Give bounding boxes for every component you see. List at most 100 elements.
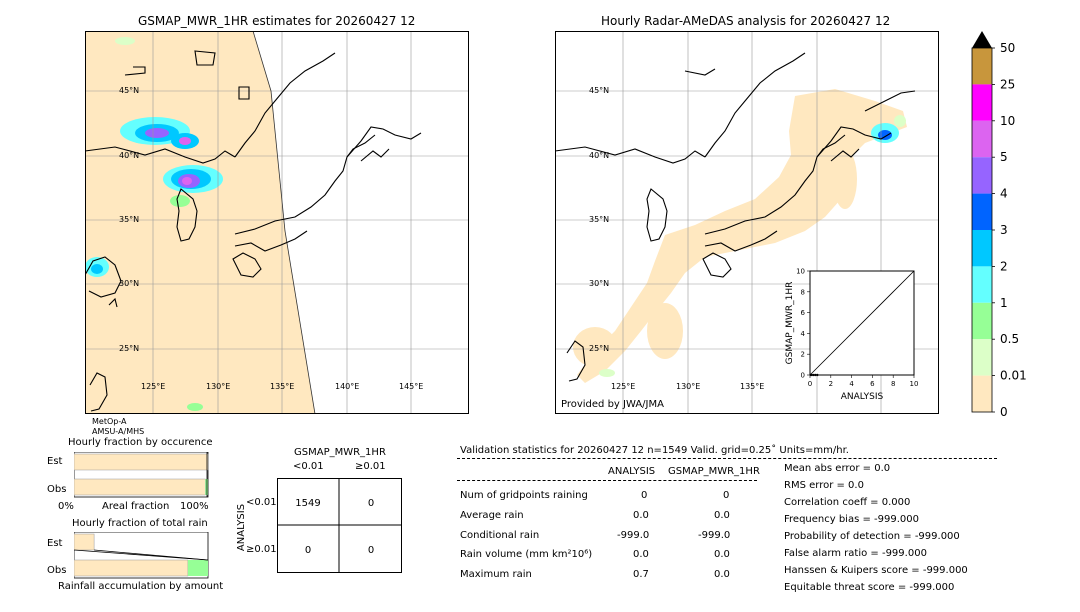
sensor-line-2: AMSU-A/MHS (92, 427, 145, 436)
scatter-ylabel: GSMAP_MWR_1HR (785, 282, 795, 365)
right-lon-130: 130°E (676, 382, 700, 391)
colorbar-box-9 (972, 375, 992, 412)
scatter-ticks: 00 2 2 4 4 6 6 8 8 10 10 (796, 268, 918, 389)
colorbar-label-0: 50 (1000, 41, 1015, 55)
colorbar-label-1: 25 (1000, 77, 1015, 91)
score-2: Correlation coeff = 0.000 (784, 497, 911, 508)
colorbar-label-6: 2 (1000, 259, 1008, 273)
colorbar-label-8: 0.5 (1000, 332, 1019, 346)
stat-row-b-2: -999.0 (698, 530, 731, 541)
colorbar-box-1 (972, 84, 992, 121)
scatter-xlabel: ANALYSIS (841, 392, 884, 402)
scatter-ytick-label-5: 10 (796, 268, 805, 276)
right-map-lon-labels: 125°E 130°E 135°E (611, 382, 764, 391)
right-map-title: Hourly Radar-AMeDAS analysis for 2026042… (601, 14, 891, 28)
rain-chart (74, 532, 209, 579)
scatter-xtick-label-0: 0 (808, 380, 812, 388)
right-lat-25: 25°N (589, 344, 609, 353)
colorbar-box-0 (972, 48, 992, 85)
colorbar-label-4: 4 (1000, 187, 1008, 201)
score-1: RMS error = 0.0 (784, 480, 864, 491)
colorbar-label-2: 10 (1000, 114, 1015, 128)
scatter-xtick-label-2: 4 (849, 380, 854, 388)
colorbar-label-9: 0.01 (1000, 369, 1027, 383)
scatter-point-0 (811, 373, 815, 377)
stat-row-label-0: Num of gridpoints raining (460, 490, 588, 501)
colorbar-box-7 (972, 302, 992, 340)
occurrence-chart (74, 452, 209, 498)
colorbar-label-10: 0 (1000, 405, 1008, 419)
occ-bar-0 (74, 453, 209, 471)
colorbar-box-3 (972, 157, 992, 194)
score-3: Frequency bias = -999.000 (784, 514, 919, 525)
left-lon-140: 140°E (335, 382, 359, 391)
score-6: Hanssen & Kuipers score = -999.000 (784, 565, 968, 576)
contingency-title: GSMAP_MWR_1HR (294, 447, 386, 458)
rain-bar-obs-low (74, 559, 189, 577)
scatter-xtick-label-5: 10 (910, 380, 919, 388)
right-map-lat-labels: 45°N 40°N 35°N 30°N 25°N (589, 86, 609, 353)
left-lat-25: 25°N (119, 344, 139, 353)
contingency-col-2: ≥0.01 (355, 461, 386, 472)
colorbar-box-6 (972, 266, 992, 303)
colorbar-label-3: 5 (1000, 150, 1008, 164)
scatter-xtick-label-3: 6 (870, 380, 875, 388)
left-lat-40: 40°N (119, 151, 139, 160)
left-lat-35: 35°N (119, 215, 139, 224)
left-map-lat-labels: 45°N 40°N 35°N 30°N 25°N (119, 86, 139, 353)
scatter-ytick-label-3: 6 (801, 309, 806, 317)
rain-bar-est (74, 533, 95, 551)
stat-row-b-4: 0.0 (714, 569, 730, 580)
occurrence-bars (74, 452, 209, 497)
right-map-credit: Provided by JWA/JMA (561, 399, 664, 410)
stat-row-b-3: 0.0 (714, 549, 730, 560)
score-5: False alarm ratio = -999.000 (784, 548, 927, 559)
stat-row-b-0: 0 (723, 490, 730, 501)
scatter-points (809, 373, 819, 377)
colorbar-box-4 (972, 193, 992, 230)
stat-row-label-1: Average rain (460, 510, 524, 521)
contingency-col-1: <0.01 (293, 461, 324, 472)
cell-hit-miss-b: 0 (368, 498, 374, 509)
rain-connector-2 (74, 549, 209, 561)
occ-x-right: 100% (180, 501, 209, 512)
right-lat-35: 35°N (589, 215, 609, 224)
right-lat-45: 45°N (589, 86, 609, 95)
occ-bar-1 (74, 478, 206, 496)
stat-row-label-3: Rain volume (mm km²10⁶) (460, 549, 593, 560)
scatter-ytick-label-0: 0 (801, 372, 805, 380)
colorbar-labels: 50 25 10 5 4 3 2 1 0.5 0.01 0 (992, 41, 1027, 419)
rain-bars (74, 533, 209, 577)
validation-subdivider (457, 480, 757, 481)
occ-x-left: 0% (58, 501, 74, 512)
scatter-ytick-label-4: 8 (801, 288, 805, 296)
scatter-ytick-label-1: 2 (801, 351, 805, 359)
score-4: Probability of detection = -999.000 (784, 531, 960, 542)
scatter-xtick-label-1: 2 (829, 380, 833, 388)
colorbar-box-5 (972, 230, 992, 267)
scatter-inset: 00 2 2 4 4 6 6 8 8 10 10 ANALYSIS GSMAP_MWR_1HR (785, 268, 918, 403)
left-lon-130: 130°E (206, 382, 230, 391)
scatter-xtick-label-4: 8 (891, 380, 895, 388)
stat-row-a-1: 0.0 (633, 510, 649, 521)
sensor-line-1: MetOp-A (92, 417, 127, 426)
left-lat-30: 30°N (119, 279, 139, 288)
stat-row-b-1: 0.0 (714, 510, 730, 521)
colorbar-label-5: 3 (1000, 223, 1008, 237)
left-lon-145: 145°E (399, 382, 423, 391)
validation-header: Validation statistics for 20260427 12 n=… (460, 445, 849, 456)
validation-divider (457, 458, 997, 459)
colorbar-boxes (972, 48, 992, 412)
colorbar-extend-arrow (972, 31, 992, 48)
occ-xlabel: Areal fraction (102, 501, 170, 512)
scatter-point-2 (809, 373, 813, 377)
colorbar-box-8 (972, 339, 992, 376)
scatter-diagonal (809, 270, 915, 376)
stat-row-a-4: 0.7 (633, 569, 649, 580)
colorbar: 50 25 10 5 4 3 2 1 0.5 0.01 0 (971, 31, 1027, 419)
left-map-precip (85, 37, 223, 411)
right-lon-125: 125°E (611, 382, 635, 391)
left-map-title: GSMAP_MWR_1HR estimates for 20260427 12 (138, 14, 416, 28)
stat-row-label-4: Maximum rain (460, 569, 532, 580)
right-lat-40: 40°N (589, 151, 609, 160)
